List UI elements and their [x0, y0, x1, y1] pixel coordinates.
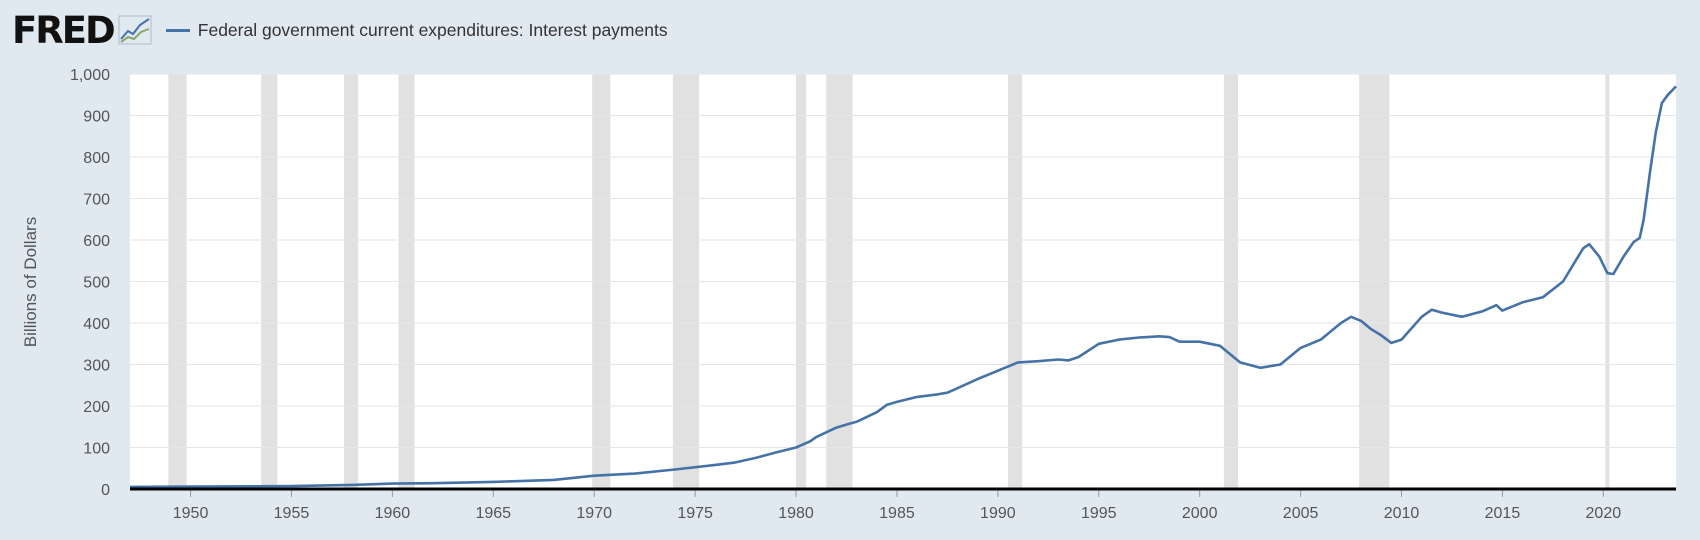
y-tick-label: 1,000 [70, 67, 110, 84]
x-tick-label: 2000 [1182, 505, 1218, 522]
x-tick-label: 1995 [1081, 505, 1117, 522]
series-line-0[interactable] [129, 85, 1677, 489]
x-tick-label: 1970 [576, 505, 612, 522]
x-tick-label: 1950 [173, 505, 209, 522]
series-layer [129, 85, 1677, 489]
y-tick-label: 200 [83, 399, 110, 416]
y-tick-label: 800 [83, 150, 110, 167]
y-tick-label: 0 [101, 482, 110, 499]
x-tick-label: 2015 [1485, 505, 1521, 522]
chart-title[interactable]: Federal government current expenditures:… [197, 19, 668, 40]
y-tick-label: 400 [83, 316, 110, 333]
recession-shading [168, 74, 1610, 489]
x-axis-ticks: 1950 1955 1960 1965 1970 1975 1980 1985 1990 1995… [173, 489, 1621, 522]
y-tick-label: 100 [83, 441, 110, 458]
y-axis-label: Billions of Dollars [21, 217, 40, 347]
x-tick-label: 2010 [1384, 505, 1420, 522]
x-tick-label: 1985 [879, 505, 915, 522]
x-tick-label: 1955 [274, 505, 310, 522]
x-tick-label: 1975 [677, 505, 713, 522]
y-tick-label: 900 [83, 109, 110, 126]
fred-logo[interactable]: FRED [12, 8, 116, 52]
x-tick-label: 1960 [375, 505, 411, 522]
x-tick-label: 1990 [980, 505, 1016, 522]
y-tick-label: 300 [83, 358, 110, 375]
x-tick-label: 1980 [778, 505, 814, 522]
chart-header: FRED Federal government current expendit… [12, 10, 668, 50]
fred-graph-icon [118, 15, 152, 45]
x-tick-label: 2005 [1283, 505, 1319, 522]
legend-swatch [165, 28, 190, 32]
y-tick-label: 600 [83, 233, 110, 250]
y-axis-ticks: 0 100 200 300 400 500 600 700 800 900 1,000 [70, 67, 110, 499]
x-tick-label: 2020 [1586, 505, 1622, 522]
y-tick-label: 700 [83, 192, 110, 209]
x-tick-label: 1965 [475, 505, 511, 522]
y-tick-label: 500 [83, 275, 110, 292]
